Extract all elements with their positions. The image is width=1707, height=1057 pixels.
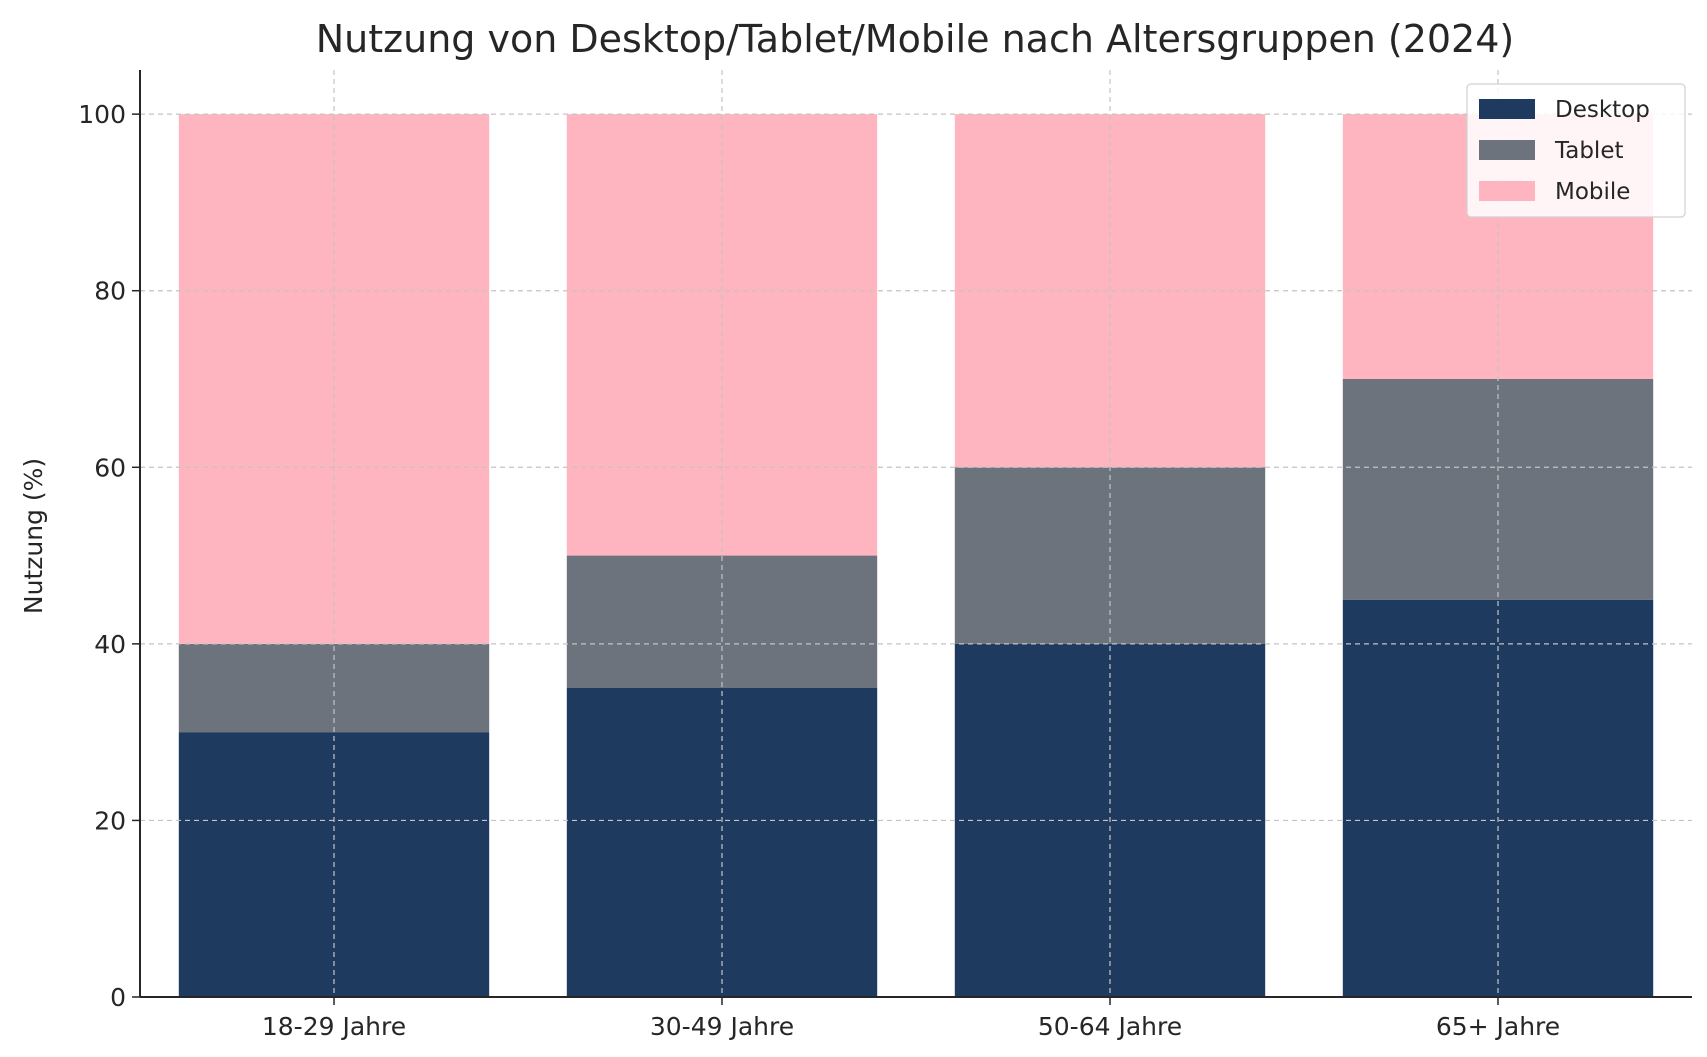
y-tick-label: 80 [94,277,126,306]
bars [178,114,1654,997]
axes [139,70,1692,998]
ticks: 0 20 40 60 80 100 18-29 Jahre 30-49 Jahre 50-64 … [78,100,1560,1041]
legend-label-tablet: Tablet [1554,138,1624,164]
x-tick-label: 30-49 Jahre [650,1012,794,1041]
y-tick-label: 20 [94,806,126,835]
chart-title: Nutzung von Desktop/Tablet/Mobile nach A… [316,17,1514,61]
x-tick-label: 50-64 Jahre [1038,1012,1182,1041]
legend-swatch-mobile [1479,181,1535,201]
y-tick-label: 40 [94,630,126,659]
legend-swatch-tablet [1479,140,1535,160]
x-tick-label: 18-29 Jahre [262,1012,406,1041]
legend-label-mobile: Mobile [1555,179,1630,205]
legend-swatch-desktop [1479,99,1535,119]
y-axis-label: Nutzung (%) [19,458,48,614]
legend-label-desktop: Desktop [1555,97,1650,123]
bar-desktop-2 [566,688,878,997]
x-tick-label: 65+ Jahre [1436,1012,1560,1041]
y-tick-label: 0 [110,983,126,1012]
y-tick-label: 60 [94,453,126,482]
y-tick-label: 100 [78,100,126,129]
legend: Desktop Tablet Mobile [1466,83,1686,218]
